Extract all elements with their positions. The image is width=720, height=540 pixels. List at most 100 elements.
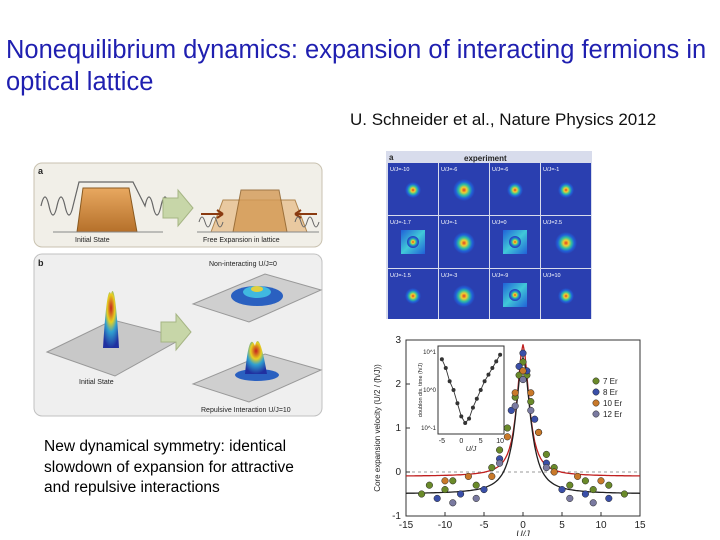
data-point <box>488 472 496 480</box>
inset-x-tick-label: 10 <box>496 438 504 445</box>
x-tick-label: 10 <box>595 520 607 531</box>
y-tick-label: 0 <box>395 467 401 478</box>
experiment-cell-label: U/J=-6 <box>441 167 457 173</box>
panel-a-letter: a <box>38 166 44 176</box>
inset-point <box>482 379 487 384</box>
data-point <box>566 494 574 502</box>
data-point <box>527 389 535 397</box>
inset-point <box>474 396 479 401</box>
panel-a: a Initial State Free Expansion in lattic… <box>33 162 323 248</box>
inset-line <box>441 354 501 424</box>
initial-peak <box>103 291 119 348</box>
cloud-blob <box>453 179 475 201</box>
data-point <box>496 459 504 467</box>
data-point <box>488 464 496 472</box>
x-tick-label: -5 <box>480 520 489 531</box>
data-point <box>496 446 504 454</box>
panel-b-letter: b <box>38 258 44 268</box>
inset-point <box>439 357 444 362</box>
experiment-cell-label: U/J=-1.5 <box>390 273 411 279</box>
data-point <box>574 472 582 480</box>
inset-y-tick-label: 10^0 <box>423 388 436 394</box>
inset-x-tick-label: 5 <box>479 438 483 445</box>
label-repulsive: Repulsive Interaction U/J=10 <box>201 407 291 414</box>
label-free-expansion: Free Expansion in lattice <box>203 237 280 244</box>
x-tick-label: 15 <box>634 520 646 531</box>
experiment-panel-letter: a <box>389 153 394 162</box>
data-point <box>472 481 480 489</box>
inset-point <box>447 379 452 384</box>
figure-expansion-schematic: a Initial State Free Expansion in lattic… <box>33 162 323 417</box>
label-noninteracting: Non-interacting U/J=0 <box>209 261 277 268</box>
cloud-center <box>407 236 419 248</box>
data-point <box>457 490 465 498</box>
data-point <box>464 472 472 480</box>
cloud-blob <box>405 288 421 304</box>
y-tick-label: -1 <box>392 511 401 522</box>
experiment-cell-label: U/J=-1.7 <box>390 220 411 226</box>
experiment-cell-label: U/J=-3 <box>441 273 457 279</box>
data-point <box>507 406 515 414</box>
data-point <box>519 349 527 357</box>
inset-frame <box>437 345 505 435</box>
y-tick-label: 3 <box>395 335 401 346</box>
cloud-blob <box>453 232 475 254</box>
cloud-blob <box>453 285 475 307</box>
experiment-cells: U/J=-10 U/J=-6 U/J=-6 U/J=-1 U/J=-1.7 U/J=-1 U… <box>388 163 591 319</box>
inset-point <box>455 401 460 406</box>
data-point <box>519 376 527 384</box>
data-point <box>527 398 535 406</box>
data-point <box>515 371 523 379</box>
legend-label: 7 Er <box>603 377 618 386</box>
data-point <box>581 490 589 498</box>
x-tick-label: 5 <box>559 520 565 531</box>
inset-point <box>478 388 483 392</box>
legend-label: 8 Er <box>603 388 618 397</box>
cloud-blob <box>555 232 577 254</box>
experiment-cell-label: U/J=-9 <box>492 273 508 279</box>
panel-b: b Non-interacting U/J=0 Initial State Re… <box>33 253 323 417</box>
x-axis-label: U/J <box>516 529 530 536</box>
data-point <box>558 486 566 494</box>
legend-marker <box>592 399 600 407</box>
cloud-center <box>509 236 521 248</box>
data-point <box>519 367 527 375</box>
data-point <box>503 433 511 441</box>
citation: U. Schneider et al., Nature Physics 2012 <box>350 110 657 129</box>
inset-point <box>486 372 491 377</box>
inset-x-label: U/J <box>466 446 477 453</box>
legend-label: 12 Er <box>603 410 622 419</box>
legend-label: 10 Er <box>603 399 622 408</box>
inset-x-tick-label: -5 <box>439 438 445 445</box>
data-point <box>441 486 449 494</box>
arrow-icon <box>162 188 194 228</box>
figure-experiment-grid: a experiment U/J=-10 U/J=-6 U/J=-6 U/J=-1U/… <box>386 151 592 319</box>
inset-point <box>451 388 456 392</box>
data-point <box>542 450 550 458</box>
data-point <box>620 490 628 498</box>
data-point <box>535 428 543 436</box>
experiment-cell-label: U/J=-10 <box>390 167 409 173</box>
arrow-icon <box>160 312 192 352</box>
data-point <box>605 494 613 502</box>
data-point <box>511 389 519 397</box>
experiment-header: experiment <box>464 154 507 163</box>
inset-point <box>459 414 464 419</box>
data-point <box>418 490 426 498</box>
inset-point <box>470 405 475 410</box>
inset-x-tick-label: 0 <box>459 438 463 445</box>
legend-marker <box>592 388 600 396</box>
data-point <box>566 481 574 489</box>
x-tick-label: 0 <box>520 520 526 531</box>
slide-title: Nonequilibrium dynamics: expansion of in… <box>6 36 707 96</box>
data-point <box>581 477 589 485</box>
inset-point <box>443 366 448 370</box>
data-point <box>531 415 539 423</box>
inset-y-tick-label: 10^-1 <box>421 426 436 432</box>
x-tick-label: -10 <box>438 520 453 531</box>
experiment-cell-label: U/J=-1 <box>441 220 457 226</box>
cloud-blob <box>405 182 421 198</box>
data-point <box>605 481 613 489</box>
y-tick-label: 1 <box>395 423 401 434</box>
